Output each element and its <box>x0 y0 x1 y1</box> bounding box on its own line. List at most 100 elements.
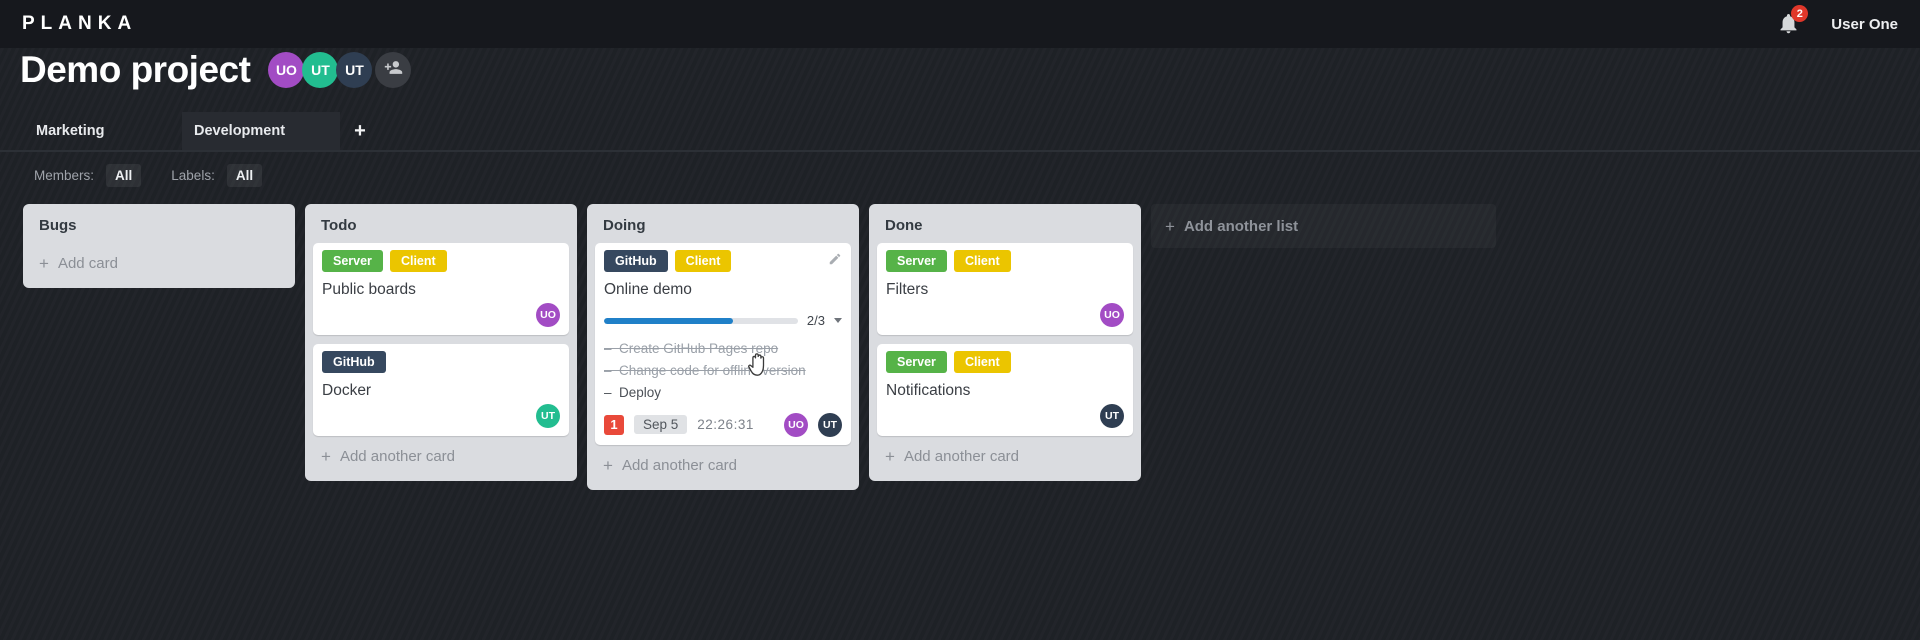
labels-filter-label: Labels: <box>171 168 215 183</box>
list-name[interactable]: Doing <box>603 217 646 234</box>
top-bar-right: 2 User One <box>1777 5 1898 36</box>
task-progress: 2/3 <box>604 313 842 328</box>
card-title: Docker <box>322 382 372 399</box>
add-card-button[interactable]: + Add another card <box>869 436 1141 479</box>
add-card-button[interactable]: + Add another card <box>587 445 859 488</box>
board-tabs: Marketing Development + <box>24 112 380 150</box>
card[interactable]: Server Client Notifications UT <box>877 344 1133 436</box>
member-avatar[interactable]: UT <box>336 52 373 89</box>
project-header: Demo project UO UT UT <box>20 49 412 91</box>
card-label: Server <box>886 351 947 373</box>
plus-icon: + <box>603 455 613 475</box>
filter-bar: Members: All Labels: All <box>34 164 263 187</box>
card-members: UT <box>886 404 1124 428</box>
card-member-avatar: UT <box>818 412 842 437</box>
add-card-label: Add another card <box>621 456 738 474</box>
card[interactable]: GitHub Client Online demo 2/3 Create GitHub … <box>595 243 851 445</box>
card-title: Notifications <box>886 382 971 399</box>
app-logo[interactable]: PLANKA <box>22 13 138 34</box>
plus-icon: + <box>321 447 331 466</box>
card-labels: GitHub <box>322 351 560 373</box>
card-stack: GitHub Client Online demo 2/3 Create GitHub … <box>587 239 859 445</box>
card-member-avatar: UT <box>1100 404 1124 428</box>
card-title: Public boards <box>322 281 416 298</box>
card-labels: Server Client <box>886 250 1124 272</box>
card-labels: Server Client <box>886 351 1124 373</box>
add-card-button[interactable]: + Add card <box>23 243 295 286</box>
add-card-label: Add another card <box>903 448 1020 465</box>
card-label: GitHub <box>604 250 668 272</box>
card-members: UO <box>886 303 1124 327</box>
card-label: Server <box>886 250 947 272</box>
timer-badge[interactable]: 22:26:31 <box>697 417 754 433</box>
card-label: Client <box>953 250 1011 272</box>
list-todo: Todo Server Client Public boards UO GitHub Doc… <box>305 204 577 481</box>
card-stack: Server Client Public boards UO GitHub Docker U… <box>305 239 577 436</box>
list-name[interactable]: Bugs <box>39 217 77 234</box>
add-list-label: Add another list <box>1183 217 1299 235</box>
card-stack: Server Client Filters UO Server Client Notific… <box>869 239 1141 436</box>
project-title[interactable]: Demo project <box>20 49 251 90</box>
add-card-label: Add another card <box>339 448 456 465</box>
card[interactable]: Server Client Filters UO <box>877 243 1133 335</box>
card-label: Client <box>953 351 1011 373</box>
card-title: Online demo <box>604 281 692 298</box>
members-filter-label: Members: <box>34 168 95 183</box>
plus-icon: + <box>39 254 49 273</box>
add-list-button[interactable]: + Add another list <box>1151 204 1496 248</box>
board: Bugs + Add card Todo Server Client Public boar… <box>23 204 1920 490</box>
list-doing: Doing GitHub Client Online demo 2/3 Create Gi… <box>587 204 859 490</box>
notifications-button[interactable]: 2 <box>1777 5 1809 36</box>
progress-bar <box>604 317 798 324</box>
add-card-label: Add card <box>57 255 118 272</box>
card-labels: GitHub Client <box>604 250 842 272</box>
plus-icon: + <box>885 447 895 466</box>
person-add-icon <box>384 58 403 82</box>
card-member-avatar: UO <box>1100 303 1124 327</box>
card-footer: 1 Sep 5 22:26:31 UO UT <box>604 412 842 437</box>
list-name[interactable]: Todo <box>321 217 357 234</box>
card-title: Filters <box>886 281 929 298</box>
task-item: Change code for offline version <box>604 360 842 382</box>
card-member-avatar: UO <box>536 303 560 327</box>
member-avatar[interactable]: UO <box>268 52 305 89</box>
card-label: GitHub <box>322 351 386 373</box>
pencil-icon <box>828 253 842 270</box>
project-members: UO UT UT <box>268 52 412 89</box>
list-bugs: Bugs + Add card <box>23 204 295 288</box>
task-item: Deploy <box>604 382 842 404</box>
member-avatar[interactable]: UT <box>302 52 339 89</box>
members-filter-value[interactable]: All <box>106 164 142 187</box>
card-member-avatar: UO <box>784 412 808 437</box>
add-card-button[interactable]: + Add another card <box>305 436 577 479</box>
tabs-divider <box>0 150 1920 152</box>
card-members: UO <box>322 303 560 327</box>
chevron-down-icon[interactable] <box>834 318 842 323</box>
card-members: UT <box>322 404 560 428</box>
card-label: Client <box>674 250 732 272</box>
card-labels: Server Client <box>322 250 560 272</box>
card-label: Server <box>322 250 383 272</box>
list-name[interactable]: Done <box>885 217 923 234</box>
plus-icon: + <box>1165 216 1175 236</box>
notification-count-badge: 2 <box>1791 5 1809 22</box>
card[interactable]: Server Client Public boards UO <box>313 243 569 335</box>
edit-card-button[interactable] <box>828 252 842 271</box>
tab-development[interactable]: Development <box>182 112 340 150</box>
list-done: Done Server Client Filters UO Server Client Not… <box>869 204 1141 481</box>
task-list: Create GitHub Pages repoChange code for … <box>604 338 842 404</box>
labels-filter-value[interactable]: All <box>226 164 263 187</box>
add-member-button[interactable] <box>375 52 412 89</box>
progress-label: 2/3 <box>806 313 825 328</box>
progress-bar-fill <box>604 317 734 324</box>
card-member-avatar: UT <box>536 404 560 428</box>
add-board-button[interactable]: + <box>354 119 366 142</box>
due-date-badge: Sep 5 <box>634 415 688 435</box>
user-menu[interactable]: User One <box>1831 15 1898 33</box>
card-label: Client <box>389 250 447 272</box>
notification-count-badge: 1 <box>604 414 624 435</box>
top-bar: PLANKA 2 User One <box>0 0 1920 48</box>
card[interactable]: GitHub Docker UT <box>313 344 569 436</box>
tab-marketing[interactable]: Marketing <box>36 123 105 139</box>
task-item: Create GitHub Pages repo <box>604 338 842 360</box>
